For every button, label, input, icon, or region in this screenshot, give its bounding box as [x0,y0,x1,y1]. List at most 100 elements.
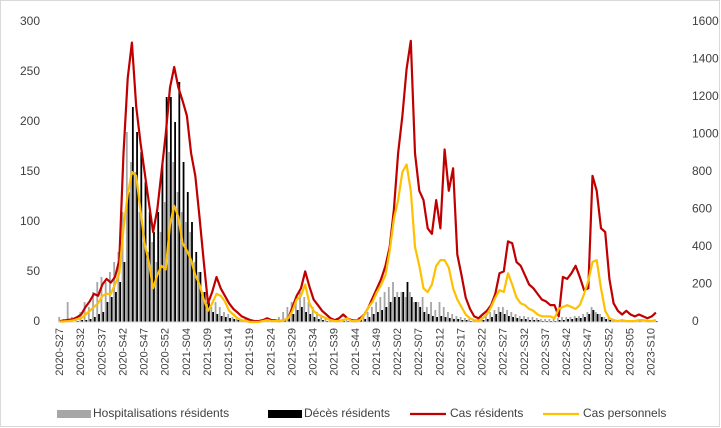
bar [197,272,200,322]
legend-label: Cas personnels [583,406,666,420]
y2-tick-label: 1000 [692,127,719,141]
bar [130,162,132,322]
bar [189,232,192,322]
bar [214,302,217,322]
bar [482,320,485,322]
x-tick-label: 2022-S37 [540,328,552,376]
bar [392,282,394,322]
bar [582,314,585,322]
bar [229,318,231,322]
bar [134,172,137,322]
bar [182,162,185,322]
bar [138,212,141,322]
bar [520,319,523,322]
bar [578,316,580,322]
x-tick-label: 2021-S19 [244,328,256,376]
y2-tick-label: 1200 [692,89,719,103]
bar [463,318,466,322]
x-tick-label: 2021-S44 [350,328,362,376]
y-tick-label: 300 [20,14,40,28]
x-tick-label: 2021-S24 [265,328,277,376]
bar [300,307,303,322]
bar [223,312,225,322]
bar [220,316,223,322]
bar [345,319,348,322]
bar [387,287,390,322]
bar [224,317,227,322]
bar [398,297,400,322]
x-tick-label: 2020-S37 [96,328,108,376]
bar [201,292,204,322]
bar [324,317,327,322]
bar [89,319,92,322]
bar [465,320,468,322]
bar [453,319,455,322]
bar [596,314,599,322]
bar [447,312,449,322]
bar [451,314,454,322]
bar [573,316,576,322]
bar [448,318,451,322]
x-tick-label: 2020-S42 [117,328,129,376]
bar [299,292,301,322]
legend-label: Décès résidents [304,406,390,420]
bar [404,297,407,322]
bar [455,316,458,322]
bar [561,317,563,322]
x-tick-label: 2020-S47 [139,328,151,376]
bar [552,319,555,322]
bar [296,310,299,322]
bar [389,302,392,322]
bar [282,312,285,322]
bar [468,319,470,322]
bar [237,320,240,322]
bar [495,314,498,322]
bar [307,302,310,322]
bar [512,317,515,322]
x-tick-label: 2021-S34 [308,328,320,376]
y-tick-label: 100 [20,214,40,228]
bar [594,312,597,322]
bar [506,310,508,322]
bar [383,292,386,322]
bar [233,319,236,322]
y-tick-label: 50 [27,264,41,278]
bar [106,302,109,322]
bar [210,307,213,322]
bar [185,222,187,322]
bar [169,97,172,322]
bar [410,297,413,322]
bar [66,302,69,322]
bar [93,317,96,322]
x-tick-label: 2021-S09 [202,328,214,376]
bar [316,312,318,322]
bar [497,307,500,322]
bar [206,302,208,322]
x-tick-label: 2022-S32 [519,328,531,376]
bar [193,262,196,322]
bar [535,318,538,322]
bar [400,292,403,322]
bar [87,307,90,322]
bar [592,310,595,322]
bar [79,312,82,322]
bar [556,318,559,322]
line [60,163,657,324]
bar [396,292,399,322]
bar [421,297,424,322]
x-tick-label: 2021-S04 [181,328,193,376]
bar [208,302,210,322]
x-tick-label: 2021-S49 [371,328,383,376]
bar [562,320,565,322]
bar [379,297,382,322]
y2-tick-label: 0 [692,314,699,328]
bar [96,282,99,322]
bar [533,320,536,322]
bar [375,302,378,322]
bar [174,122,176,322]
bar [436,317,438,322]
bar [508,316,510,322]
bar [531,317,534,322]
bar [159,232,162,322]
